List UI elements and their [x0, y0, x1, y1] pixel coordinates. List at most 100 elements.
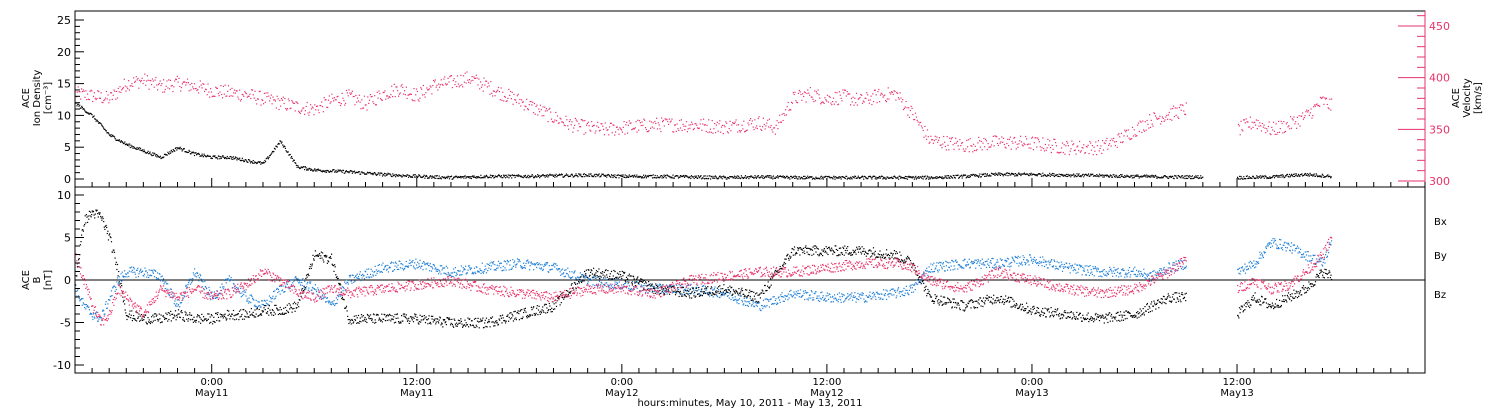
by-point — [997, 259, 998, 260]
velocity-point — [445, 83, 446, 84]
by-point — [617, 283, 618, 284]
velocity-point — [1083, 144, 1084, 145]
density-point — [499, 175, 500, 176]
by-point — [588, 281, 589, 282]
by-point — [893, 294, 894, 295]
velocity-point — [720, 132, 721, 133]
by-point — [917, 279, 918, 280]
density-point — [1315, 176, 1316, 177]
velocity-point — [1176, 115, 1177, 116]
density-point — [922, 176, 923, 177]
velocity-point — [624, 121, 625, 122]
by-point — [476, 267, 477, 268]
velocity-point — [306, 106, 307, 107]
velocity-point — [1109, 143, 1110, 144]
density-point — [1296, 173, 1297, 174]
velocity-point — [713, 128, 714, 129]
velocity-point — [403, 94, 404, 95]
velocity-series — [75, 71, 1332, 155]
by-point — [932, 271, 933, 272]
velocity-point — [210, 88, 211, 89]
by-point — [492, 262, 493, 263]
by-point — [1140, 271, 1141, 272]
velocity-point — [973, 144, 974, 145]
velocity-point — [184, 82, 185, 83]
density-point — [886, 178, 887, 179]
density-point — [1150, 175, 1151, 176]
velocity-point — [80, 99, 81, 100]
velocity-point — [1111, 145, 1112, 146]
density-point — [694, 176, 695, 177]
velocity-point — [736, 125, 737, 126]
velocity-point — [502, 92, 503, 93]
velocity-point — [621, 129, 622, 130]
velocity-point — [466, 71, 467, 72]
density-point — [132, 148, 133, 149]
velocity-point — [977, 142, 978, 143]
by-point — [714, 288, 715, 289]
density-point — [271, 152, 272, 153]
density-point — [599, 173, 600, 174]
by-point — [388, 271, 389, 272]
density-point — [193, 152, 194, 153]
velocity-point — [266, 92, 267, 93]
density-point — [351, 171, 352, 172]
velocity-point — [147, 75, 148, 76]
velocity-point — [263, 103, 264, 104]
by-point — [684, 289, 685, 290]
density-point — [1289, 174, 1290, 175]
by-point — [1045, 262, 1046, 263]
velocity-point — [1139, 131, 1140, 132]
by-point — [200, 275, 201, 276]
density-point — [953, 175, 954, 176]
density-point — [751, 176, 752, 177]
by-point — [644, 283, 645, 284]
by-point — [525, 263, 526, 264]
by-point — [992, 267, 993, 268]
by-point — [749, 301, 750, 302]
density-point — [556, 174, 557, 175]
velocity-point — [1159, 116, 1160, 117]
velocity-point — [1056, 145, 1057, 146]
by-point — [1053, 265, 1054, 266]
by-point — [937, 270, 938, 271]
density-point — [539, 177, 540, 178]
velocity-point — [346, 90, 347, 91]
density-point — [722, 178, 723, 179]
velocity-point — [385, 99, 386, 100]
by-point — [1058, 262, 1059, 263]
by-point — [1137, 274, 1138, 275]
velocity-point — [976, 150, 977, 151]
velocity-point — [859, 98, 860, 99]
density-point — [149, 153, 150, 154]
by-point — [856, 302, 857, 303]
velocity-point — [1259, 122, 1260, 123]
density-point — [648, 176, 649, 177]
density-point — [603, 174, 604, 175]
velocity-point — [438, 84, 439, 85]
by-point — [378, 265, 379, 266]
density-point — [249, 159, 250, 160]
by-point — [914, 284, 915, 285]
density-point — [273, 151, 274, 152]
by-point — [859, 296, 860, 297]
density-point — [690, 178, 691, 179]
by-point — [904, 295, 905, 296]
by-point — [537, 262, 538, 263]
velocity-point — [1016, 148, 1017, 149]
density-point — [893, 178, 894, 179]
velocity-point — [500, 99, 501, 100]
by-point — [163, 278, 164, 279]
density-point — [661, 175, 662, 176]
by-point — [564, 270, 565, 271]
density-point — [252, 163, 253, 164]
velocity-point — [689, 128, 690, 129]
velocity-point — [788, 110, 789, 111]
by-point — [503, 270, 504, 271]
velocity-point — [731, 124, 732, 125]
by-point — [1037, 262, 1038, 263]
velocity-point — [668, 124, 669, 125]
velocity-point — [573, 127, 574, 128]
density-point — [1040, 174, 1041, 175]
density-point — [494, 177, 495, 178]
